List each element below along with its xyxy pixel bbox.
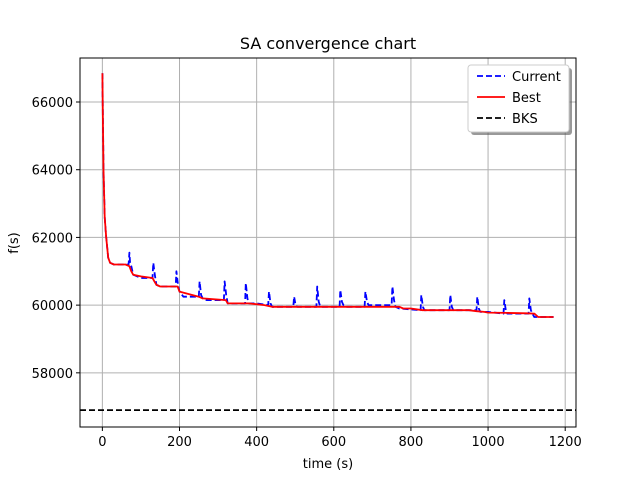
x-tick-label: 600 [321,435,346,450]
y-axis: 58000 60000 62000 64000 66000 [32,96,80,382]
chart-title: SA convergence chart [240,34,416,53]
y-tick-label: 58000 [32,367,73,382]
x-tick-label: 1000 [472,435,505,450]
legend-label: BKS [512,112,538,127]
x-axis-label: time (s) [303,457,353,472]
legend-label: Best [512,91,541,106]
legend: Current Best BKS [467,64,572,135]
x-tick-label: 400 [244,435,269,450]
legend-label: Current [512,70,561,85]
y-tick-label: 64000 [32,164,73,179]
x-tick-label: 800 [399,435,424,450]
y-tick-label: 62000 [32,231,73,246]
y-tick-label: 60000 [32,299,73,314]
y-axis-label: f(s) [7,232,22,254]
x-axis: 0 200 400 600 800 1000 1200 [98,427,582,450]
series-line-current [101,73,554,318]
legend-box [467,64,570,133]
plot-area [80,73,576,412]
y-tick-label: 66000 [32,96,73,111]
x-tick-label: 1200 [549,435,582,450]
x-tick-label: 200 [167,435,192,450]
x-tick-label: 0 [98,435,106,450]
series-line-best [101,73,554,318]
plot-frame [79,57,577,428]
